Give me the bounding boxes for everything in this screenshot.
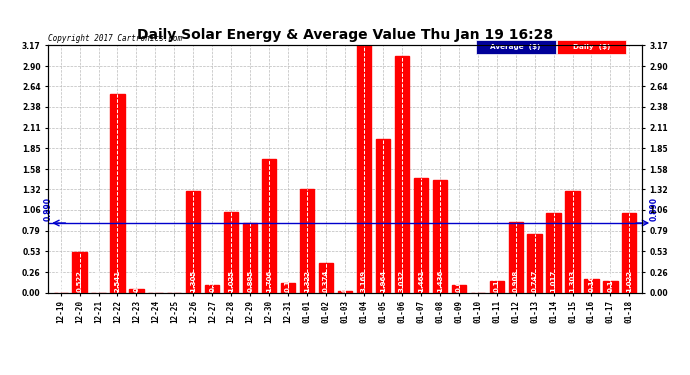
Text: 0.522: 0.522 bbox=[77, 270, 83, 292]
Bar bbox=[376, 139, 390, 292]
Text: 0.142: 0.142 bbox=[607, 270, 613, 292]
Text: 1.706: 1.706 bbox=[266, 270, 272, 292]
Bar bbox=[509, 222, 523, 292]
Bar bbox=[490, 281, 504, 292]
Bar bbox=[433, 180, 447, 292]
Text: 1.436: 1.436 bbox=[437, 270, 443, 292]
Bar bbox=[527, 234, 542, 292]
Text: 2.541: 2.541 bbox=[115, 270, 121, 292]
Text: 0.048: 0.048 bbox=[133, 269, 139, 292]
Text: 0.102: 0.102 bbox=[209, 270, 215, 292]
Text: 1.303: 1.303 bbox=[569, 270, 575, 292]
Text: 1.964: 1.964 bbox=[380, 270, 386, 292]
Text: 0.168: 0.168 bbox=[589, 270, 595, 292]
Bar bbox=[603, 281, 618, 292]
Bar bbox=[414, 178, 428, 292]
Text: 0.000: 0.000 bbox=[152, 270, 159, 292]
Text: 0.374: 0.374 bbox=[323, 269, 329, 292]
Bar bbox=[243, 223, 257, 292]
Text: 1.322: 1.322 bbox=[304, 270, 310, 292]
Text: 0.747: 0.747 bbox=[531, 269, 538, 292]
Text: 0.000: 0.000 bbox=[58, 270, 63, 292]
Bar bbox=[546, 213, 561, 292]
Title: Daily Solar Energy & Average Value Thu Jan 19 16:28: Daily Solar Energy & Average Value Thu J… bbox=[137, 28, 553, 42]
Text: 0.127: 0.127 bbox=[285, 270, 291, 292]
Text: Average  ($): Average ($) bbox=[491, 44, 541, 50]
Bar bbox=[262, 159, 276, 292]
Text: 1.461: 1.461 bbox=[418, 270, 424, 292]
Bar bbox=[110, 94, 125, 292]
Bar bbox=[205, 285, 219, 292]
Text: 0.890: 0.890 bbox=[43, 196, 53, 220]
Bar bbox=[395, 56, 409, 292]
Bar bbox=[338, 291, 352, 292]
Text: 1.025: 1.025 bbox=[228, 270, 234, 292]
Text: 0.000: 0.000 bbox=[475, 270, 481, 292]
Text: 0.895: 0.895 bbox=[247, 270, 253, 292]
Text: 1.022: 1.022 bbox=[627, 270, 632, 292]
Text: 1.305: 1.305 bbox=[190, 270, 197, 292]
Bar bbox=[72, 252, 87, 292]
Bar bbox=[319, 263, 333, 292]
Bar bbox=[281, 283, 295, 292]
Text: 1.017: 1.017 bbox=[551, 270, 557, 292]
FancyBboxPatch shape bbox=[558, 40, 626, 54]
Text: 0.890: 0.890 bbox=[649, 196, 658, 220]
Bar bbox=[565, 191, 580, 292]
Bar bbox=[300, 189, 314, 292]
Bar bbox=[584, 279, 598, 292]
Text: 0.023: 0.023 bbox=[342, 270, 348, 292]
Text: 0.000: 0.000 bbox=[95, 270, 101, 292]
Text: Daily  ($): Daily ($) bbox=[573, 44, 610, 50]
Text: Copyright 2017 Cartronics.com: Copyright 2017 Cartronics.com bbox=[48, 33, 182, 42]
Bar bbox=[129, 289, 144, 292]
Text: 0.151: 0.151 bbox=[493, 270, 500, 292]
Text: 0.908: 0.908 bbox=[513, 270, 519, 292]
Text: 3.032: 3.032 bbox=[399, 270, 405, 292]
Text: 0.000: 0.000 bbox=[171, 270, 177, 292]
Bar bbox=[452, 285, 466, 292]
Bar bbox=[357, 45, 371, 292]
Text: 0.095: 0.095 bbox=[456, 270, 462, 292]
FancyBboxPatch shape bbox=[475, 40, 555, 54]
Text: 3.169: 3.169 bbox=[361, 270, 367, 292]
Bar bbox=[622, 213, 636, 292]
Bar bbox=[186, 190, 200, 292]
Bar bbox=[224, 213, 238, 292]
